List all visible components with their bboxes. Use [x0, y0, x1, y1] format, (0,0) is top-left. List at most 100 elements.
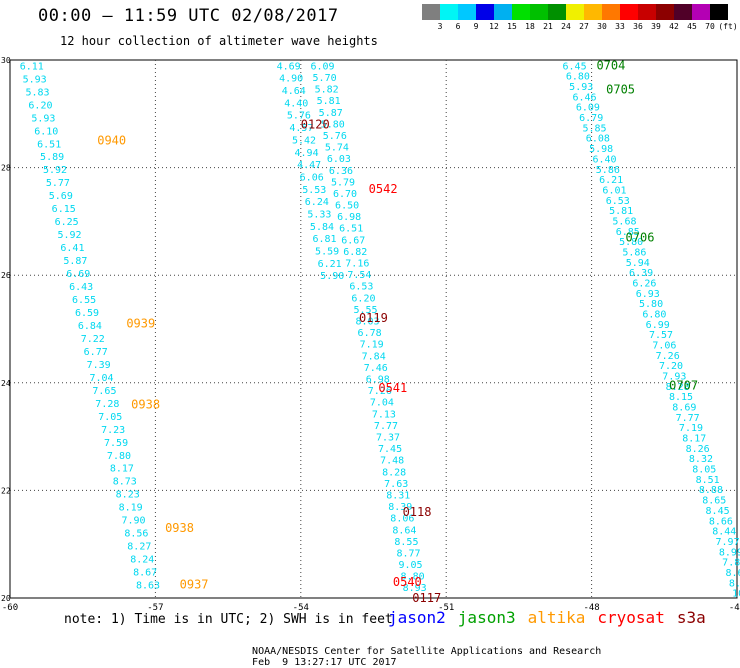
wave-height-value: 6.69: [66, 269, 90, 280]
color-scale-swatch: [566, 4, 584, 20]
wave-height-value: 7.26: [368, 386, 392, 397]
color-scale-swatch: [584, 4, 602, 20]
wave-height-value: 5.87: [319, 108, 343, 119]
wave-height-value: 5.86: [622, 247, 646, 258]
wave-height-value: 5.53: [302, 185, 326, 196]
wave-height-value: 8.99: [719, 547, 740, 558]
wave-height-value: 6.53: [349, 282, 373, 293]
map-frame: [9, 59, 738, 599]
wave-height-value: 6.45: [563, 61, 587, 72]
color-scale-swatch: [692, 4, 710, 20]
color-scale-label: 9: [473, 22, 479, 31]
color-scale-label: 21: [543, 22, 553, 31]
color-scale-label: 12: [489, 22, 499, 31]
wave-height-value: 8.61: [726, 568, 740, 579]
wave-height-value: 8.88: [699, 485, 723, 496]
wave-height-value: 7.90: [121, 516, 145, 527]
color-scale-label: 30: [597, 22, 607, 31]
latitude-tick-label: 22: [1, 486, 11, 495]
wave-height-value: 8.06: [390, 514, 414, 525]
color-scale-swatch: [638, 4, 656, 20]
wave-height-value: 6.80: [566, 72, 590, 83]
wave-height-value: 8.31: [386, 490, 410, 501]
wave-height-value: 6.98: [366, 374, 390, 385]
wave-height-value: 6.39: [629, 268, 653, 279]
legend-entry: altika: [527, 608, 586, 627]
wave-height-value: 6.77: [84, 347, 108, 358]
wave-height-value: 6.80: [642, 309, 666, 320]
color-scale-swatch: [512, 4, 530, 20]
wave-height-value: 6.25: [55, 217, 79, 228]
color-scale-swatch: [620, 4, 638, 20]
wave-height-value: 5.80: [321, 119, 345, 130]
wave-height-value: 6.21: [599, 175, 623, 186]
wave-height-value: 6.10: [34, 126, 58, 137]
wave-height-value: 8.24: [130, 555, 154, 566]
pass-time-label: 0940: [97, 134, 126, 148]
color-scale-swatch: [440, 4, 458, 20]
wave-height-value: 8.77: [396, 548, 420, 559]
wave-height-value: 10.17: [732, 589, 740, 600]
wave-height-value: 5.93: [569, 82, 593, 93]
longitude-tick-label: -54: [293, 603, 309, 613]
wave-height-value: 5.98: [589, 144, 613, 155]
pass-time-label: 0540: [393, 575, 422, 589]
wave-height-value: 7.05: [98, 412, 122, 423]
latitude-tick-label: 30: [1, 56, 11, 65]
wave-height-value: 4.40: [284, 98, 308, 109]
color-scale-swatch: [476, 4, 494, 20]
wave-height-value: 6.84: [78, 321, 102, 332]
wave-height-value: 7.39: [87, 360, 111, 371]
color-scale-swatch: [422, 4, 440, 20]
pass-time-label: 0705: [606, 83, 635, 97]
wave-height-value: 6.41: [60, 243, 84, 254]
wave-height-value: 5.89: [40, 152, 64, 163]
color-scale: [422, 4, 728, 20]
wave-height-value: 5.81: [609, 206, 633, 217]
wave-height-value: 7.04: [370, 398, 394, 409]
color-scale-swatch: [530, 4, 548, 20]
wave-height-value: 6.67: [341, 235, 365, 246]
wave-height-value: 6.08: [586, 134, 610, 145]
color-scale-label: 24: [561, 22, 571, 31]
color-scale-swatch: [494, 4, 512, 20]
color-scale-label: 18: [525, 22, 535, 31]
wave-height-value: 6.26: [632, 278, 656, 289]
wave-height-value: 7.06: [652, 341, 676, 352]
pass-time-label: 0117: [412, 591, 441, 605]
wave-height-value: 8.10: [729, 578, 740, 589]
legend-entry: s3a: [676, 608, 706, 627]
pass-time-label: 0704: [596, 58, 625, 72]
longitude-tick-label: -45: [729, 603, 740, 613]
pass-time-label: 0119: [359, 311, 388, 325]
legend-entry: jason3: [457, 608, 516, 627]
wave-height-value: 5.74: [325, 143, 349, 154]
wave-height-value: 6.21: [318, 259, 342, 270]
wave-height-value: 8.67: [133, 568, 157, 579]
color-scale-swatch: [548, 4, 566, 20]
wave-height-value: 8.45: [706, 506, 730, 517]
wave-height-value: 6.53: [606, 196, 630, 207]
wave-height-value: 7.28: [95, 399, 119, 410]
wave-height-value: 8.56: [124, 529, 148, 540]
wave-height-value: 5.94: [626, 258, 650, 269]
wave-height-value: 7.46: [364, 363, 388, 374]
wave-height-value: 7.23: [101, 425, 125, 436]
wave-height-value: 5.68: [612, 216, 636, 227]
wave-height-value: 6.24: [305, 197, 329, 208]
wave-height-value: 5.59: [315, 247, 339, 258]
wave-height-value: 5.80: [619, 237, 643, 248]
wave-height-value: 8.51: [696, 475, 720, 486]
color-scale-label: 42: [669, 22, 679, 31]
wave-height-value: 7.59: [104, 438, 128, 449]
wave-height-value: 7.77: [676, 413, 700, 424]
wave-height-value: 5.82: [315, 85, 339, 96]
longitude-tick-label: -48: [583, 603, 599, 613]
wave-height-value: 7.80: [107, 451, 131, 462]
wave-height-value: 8.65: [702, 496, 726, 507]
wave-height-value: 8.39: [388, 502, 412, 513]
wave-height-value: 6.59: [75, 308, 99, 319]
wave-height-value: 6.06: [300, 172, 324, 183]
wave-height-value: 6.03: [327, 154, 351, 165]
wave-height-value: 5.69: [49, 191, 73, 202]
